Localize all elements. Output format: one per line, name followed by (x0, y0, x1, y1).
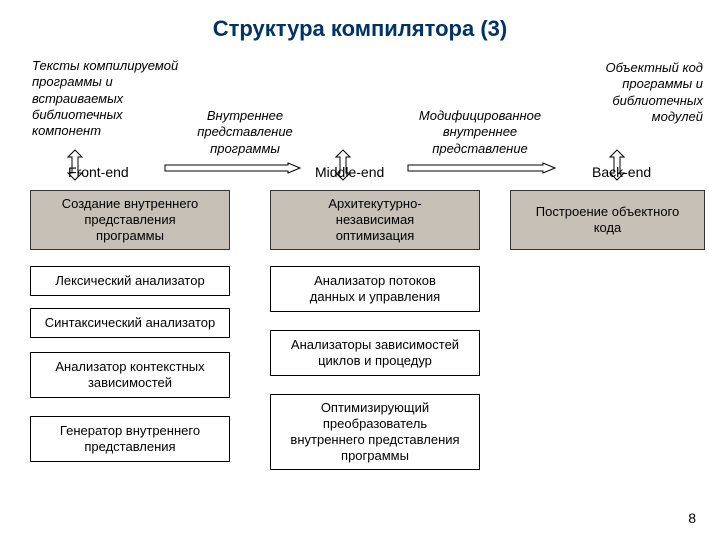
front-component-3: Генератор внутреннегопредставления (30, 416, 230, 462)
stage-label-front: Front-end (68, 164, 129, 180)
arrow-right-4 (408, 163, 555, 173)
arrow-right-3 (165, 163, 300, 173)
flow-label-input: Тексты компилируемойпрограммы ивстраивае… (32, 58, 182, 139)
middle-component-1: Анализаторы зависимостейциклов и процеду… (270, 330, 480, 376)
flow-label-ir: Внутреннеепредставлениепрограммы (185, 108, 305, 157)
front-component-1: Синтаксический анализатор (30, 308, 230, 338)
flow-label-mod_ir: Модифицированноевнутреннеепредставление (400, 108, 560, 157)
headbox-front_head: Создание внутреннегопредставленияпрограм… (30, 190, 230, 250)
headbox-middle_head: Архитекутурно-независимаяоптимизация (270, 190, 480, 250)
stage-label-back: Back-end (592, 164, 651, 180)
front-component-2: Анализатор контекстныхзависимостей (30, 352, 230, 398)
headbox-back_head: Построение объектногокода (510, 190, 705, 250)
flow-label-output: Объектный кодпрограммы ибиблиотечныхмоду… (573, 60, 703, 125)
middle-component-0: Анализатор потоковданных и управления (270, 266, 480, 312)
stage-label-middle: Middle-end (315, 164, 384, 180)
middle-component-2: Оптимизирующийпреобразовательвнутреннего… (270, 394, 480, 470)
front-component-0: Лексический анализатор (30, 266, 230, 296)
